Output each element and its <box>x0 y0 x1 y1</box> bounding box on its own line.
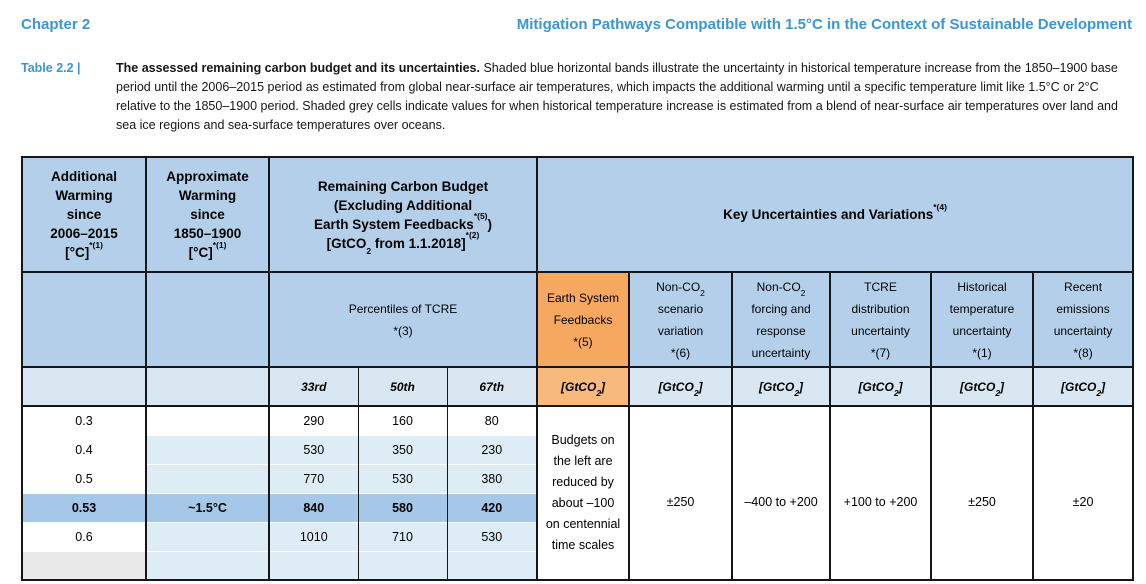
cell-p50: 350 <box>357 434 447 464</box>
chapter-label: Chapter 2 <box>21 16 91 33</box>
cell-p33: 530 <box>268 434 358 464</box>
document-title: Mitigation Pathways Compatible with 1.5°… <box>516 16 1132 33</box>
table-row-partial <box>22 550 1133 580</box>
cell-p33: 770 <box>268 463 358 493</box>
table-caption-lead: The assessed remaining carbon budget and… <box>116 61 480 75</box>
table-row-highlighted: 0.53 ~1.5°C 840 580 420 <box>22 492 1133 522</box>
cell-non-co2-forcing-value: –400 to +200 <box>731 405 831 580</box>
header-spacer-additional <box>22 272 146 368</box>
cell-p67: 530 <box>446 521 538 551</box>
table-row: 0.3 290 160 80 Budgets on the left are r… <box>22 405 1134 580</box>
cell-earth-system-feedbacks-note: Budgets on the left are reduced by about… <box>536 405 630 580</box>
cell-additional-warming: 0.53 <box>22 492 146 522</box>
table-caption-label: Table 2.2 | <box>21 61 81 75</box>
unit-gtco2-historical: [GtCO2] <box>930 367 1034 407</box>
header-non-co2-scenario: Non-CO2 scenario variation *(6) <box>628 272 733 368</box>
header-percentiles-tcre: Percentiles of TCRE *(3) <box>267 272 538 368</box>
running-header: Chapter 2 Mitigation Pathways Compatible… <box>0 0 1146 33</box>
header-recent-emissions: Recent emissions uncertainty *(8) <box>1032 272 1134 368</box>
cell-additional-warming: 0.6 <box>22 521 146 551</box>
cell-recent-value: ±20 <box>1032 405 1134 580</box>
unit-gtco2-tcre: [GtCO2] <box>829 367 932 407</box>
cell-approx-warming <box>145 434 269 464</box>
cell-non-co2-scenario-value: ±250 <box>628 405 733 580</box>
header-non-co2-forcing: Non-CO2 forcing and response uncertainty <box>731 272 831 368</box>
header-row-2: Percentiles of TCRE *(3) Earth System Fee… <box>22 272 1134 368</box>
header-spacer-approximate <box>145 272 269 368</box>
unit-gtco2-scenario: [GtCO2] <box>628 367 733 407</box>
cell-approx-warming <box>145 521 269 551</box>
cell-additional-warming: 0.5 <box>22 463 146 493</box>
header-percentile-50th: 50th <box>357 367 447 407</box>
cell-p67: 380 <box>446 463 538 493</box>
cell-p33: 1010 <box>268 521 358 551</box>
cell-p67 <box>446 550 538 580</box>
cell-tcre-value: +100 to +200 <box>829 405 932 580</box>
cell-p67: 230 <box>446 434 538 464</box>
cell-approx-warming: ~1.5°C <box>145 492 269 522</box>
table-caption-text: The assessed remaining carbon budget and… <box>116 59 1132 135</box>
header-percentile-67th: 67th <box>446 367 538 407</box>
header-row-3: 33rd 50th 67th [GtCO2] [GtCO2] [GtCO2] [… <box>22 367 1134 407</box>
cell-p33: 840 <box>268 492 358 522</box>
unit-gtco2-esf: [GtCO2] <box>536 367 630 407</box>
cell-additional-warming: 0.3 <box>22 405 146 435</box>
cell-p50: 160 <box>357 405 447 435</box>
header-approximate-warming: Approximate Warming since 1850–1900 [°C]*(1) <box>145 157 269 273</box>
carbon-budget-table: Additional Warming since 2006–2015 [°C]*(1) … <box>21 156 1135 581</box>
table-row: 0.6 1010 710 530 <box>22 521 1133 551</box>
header-additional-warming: Additional Warming since 2006–2015 [°C]*(1) <box>22 157 146 273</box>
header-key-uncertainties: Key Uncertainties and Variations*(4) <box>536 157 1134 273</box>
table-row: 0.5 770 530 380 <box>22 463 1133 493</box>
unit-gtco2-recent: [GtCO2] <box>1032 367 1134 407</box>
cell-approx-warming <box>145 463 269 493</box>
header-remaining-carbon-budget: Remaining Carbon Budget (Excluding Additi… <box>267 157 538 273</box>
cell-p67: 420 <box>446 492 538 522</box>
cell-p50: 530 <box>357 463 447 493</box>
header-percentile-33rd: 33rd <box>268 367 358 407</box>
table-caption-body: Shaded blue horizontal bands illustrate … <box>116 61 1118 132</box>
cell-p33: 290 <box>268 405 358 435</box>
table-row: 0.4 530 350 230 <box>22 434 1133 464</box>
header-spacer-approximate-2 <box>145 367 269 407</box>
cell-p33 <box>268 550 358 580</box>
header-row-1: Additional Warming since 2006–2015 [°C]*(1) … <box>22 157 1134 273</box>
header-spacer-additional-2 <box>22 367 146 407</box>
unit-gtco2-forcing: [GtCO2] <box>731 367 831 407</box>
table-caption: Table 2.2 | The assessed remaining carbo… <box>21 59 1132 135</box>
header-tcre-distribution: TCRE distribution uncertainty *(7) <box>829 272 932 368</box>
cell-additional-warming <box>22 550 146 580</box>
cell-p67: 80 <box>446 405 538 435</box>
cell-p50: 710 <box>357 521 447 551</box>
cell-approx-warming <box>145 550 269 580</box>
header-historical-temperature: Historical temperature uncertainty *(1) <box>930 272 1034 368</box>
cell-p50 <box>357 550 447 580</box>
cell-additional-warming: 0.4 <box>22 434 146 464</box>
header-earth-system-feedbacks: Earth System Feedbacks *(5) <box>536 272 630 368</box>
cell-approx-warming <box>145 405 269 435</box>
cell-p50: 580 <box>357 492 447 522</box>
cell-historical-value: ±250 <box>930 405 1034 580</box>
